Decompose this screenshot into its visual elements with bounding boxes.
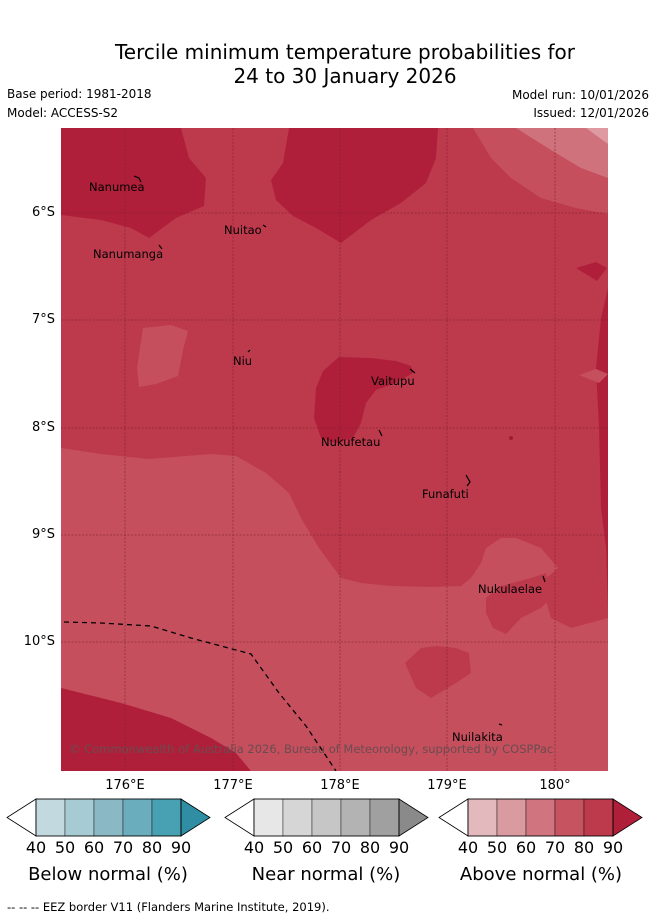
place-niu: Niu bbox=[233, 354, 253, 368]
above-tick-70: 70 bbox=[544, 838, 566, 857]
lon-label-180: 180° bbox=[539, 778, 571, 793]
below-colorbar-frame bbox=[35, 798, 182, 837]
region-above-40-50-northeast bbox=[586, 128, 608, 144]
near-colorbar-frame bbox=[253, 798, 400, 837]
place-vaitupu: Vaitupu bbox=[371, 374, 415, 388]
region-above-80-90-east-blob bbox=[576, 262, 607, 281]
above-colorbar-under-triangle bbox=[438, 798, 469, 837]
place-nuilakita: Nuilakita bbox=[452, 730, 503, 744]
gridlines bbox=[61, 128, 608, 771]
place-funafuti: Funafuti bbox=[422, 487, 469, 501]
region-above-70-80-nukulaelae bbox=[486, 573, 551, 634]
lon-label-176e: 176°E bbox=[105, 778, 145, 793]
below-colorbar-segment-2 bbox=[64, 798, 95, 837]
above-normal-title: Above normal (%) bbox=[459, 864, 623, 885]
lat-label-9s: 9°S bbox=[31, 527, 55, 542]
below-tick-60: 60 bbox=[83, 838, 105, 857]
region-above-60-70-southwest bbox=[61, 448, 608, 771]
issued-date: Issued: 12/01/2026 bbox=[533, 106, 649, 120]
lat-label-10s: 10°S bbox=[23, 634, 55, 649]
island-outlines bbox=[133, 175, 546, 726]
eez-legend-footer: -- -- -- EEZ border V11 (Flanders Marine… bbox=[7, 900, 330, 914]
above-colorbar-segment-1 bbox=[467, 798, 498, 837]
above-tick-60: 60 bbox=[515, 838, 537, 857]
region-above-60-70-east bbox=[579, 369, 608, 383]
probability-map: Nanumea Nuitao Nanumanga Niu Vaitupu Nuk… bbox=[61, 128, 608, 771]
place-nanumea: Nanumea bbox=[89, 180, 145, 194]
below-colorbar-segment-4 bbox=[122, 798, 153, 837]
region-above-70-80-south bbox=[405, 646, 471, 698]
below-tick-90: 90 bbox=[170, 838, 192, 857]
above-tick-80: 80 bbox=[573, 838, 595, 857]
lon-label-179e: 179°E bbox=[427, 778, 467, 793]
model-name: Model: ACCESS-S2 bbox=[7, 106, 119, 120]
below-colorbar-over-triangle bbox=[180, 798, 211, 837]
near-tick-50: 50 bbox=[272, 838, 294, 857]
below-tick-70: 70 bbox=[112, 838, 134, 857]
near-tick-80: 80 bbox=[359, 838, 381, 857]
map-dot bbox=[509, 436, 513, 440]
below-colorbar-under-triangle bbox=[6, 798, 37, 837]
above-tick-40: 40 bbox=[457, 838, 479, 857]
near-tick-60: 60 bbox=[301, 838, 323, 857]
below-tick-40: 40 bbox=[25, 838, 47, 857]
above-colorbar-segment-4 bbox=[554, 798, 585, 837]
region-above-80-90-northwest bbox=[61, 128, 206, 238]
near-tick-40: 40 bbox=[243, 838, 265, 857]
near-colorbar-over-triangle bbox=[398, 798, 429, 837]
above-tick-50: 50 bbox=[486, 838, 508, 857]
region-above-80-90-central bbox=[314, 357, 413, 443]
region-above-80-90-east bbox=[596, 288, 608, 608]
near-tick-90: 90 bbox=[388, 838, 410, 857]
below-normal-title: Below normal (%) bbox=[28, 864, 188, 885]
copyright-notice: © Commonwealth of Australia 2026, Bureau… bbox=[69, 742, 554, 756]
region-above-60-70-west bbox=[137, 325, 188, 387]
near-colorbar-segment-4 bbox=[340, 798, 371, 837]
region-above-80-90-south bbox=[61, 688, 251, 771]
place-nukufetau: Nukufetau bbox=[321, 435, 381, 449]
near-normal-title: Near normal (%) bbox=[251, 864, 401, 885]
map-canvas bbox=[61, 128, 608, 771]
below-tick-80: 80 bbox=[141, 838, 163, 857]
above-colorbar-segment-5 bbox=[583, 798, 614, 837]
title-line-2: 24 to 30 January 2026 bbox=[233, 64, 457, 88]
map-title: Tercile minimum temperature probabilitie… bbox=[0, 40, 655, 88]
above-tick-90: 90 bbox=[602, 838, 624, 857]
near-colorbar-segment-3 bbox=[311, 798, 342, 837]
above-colorbar-segment-2 bbox=[496, 798, 527, 837]
near-colorbar-segment-5 bbox=[369, 798, 400, 837]
lat-label-6s: 6°S bbox=[31, 205, 55, 220]
place-nukulaelae: Nukulaelae bbox=[478, 582, 543, 596]
title-line-1: Tercile minimum temperature probabilitie… bbox=[114, 40, 576, 64]
colorbars bbox=[6, 798, 643, 837]
above-colorbar-frame bbox=[467, 798, 614, 837]
lon-label-177e: 177°E bbox=[213, 778, 253, 793]
near-tick-70: 70 bbox=[330, 838, 352, 857]
model-run: Model run: 10/01/2026 bbox=[511, 88, 649, 102]
below-tick-50: 50 bbox=[54, 838, 76, 857]
below-colorbar-segment-3 bbox=[93, 798, 124, 837]
near-colorbar-under-triangle bbox=[224, 798, 255, 837]
base-period: Base period: 1981-2018 bbox=[7, 87, 152, 101]
near-colorbar-segment-2 bbox=[282, 798, 313, 837]
above-colorbar-segment-3 bbox=[525, 798, 556, 837]
place-nanumanga: Nanumanga bbox=[93, 247, 164, 261]
below-colorbar-segment-1 bbox=[35, 798, 66, 837]
near-colorbar-segment-1 bbox=[253, 798, 284, 837]
colorbar-below bbox=[6, 798, 211, 837]
eez-border-line bbox=[63, 621, 337, 771]
above-colorbar-over-triangle bbox=[612, 798, 643, 837]
colorbar-above bbox=[438, 798, 643, 837]
lat-label-7s: 7°S bbox=[31, 312, 55, 327]
lat-label-8s: 8°S bbox=[31, 420, 55, 435]
lon-label-178e: 178°E bbox=[320, 778, 360, 793]
below-colorbar-segment-5 bbox=[151, 798, 182, 837]
region-above-50-60-northeast bbox=[516, 128, 608, 178]
place-nuitao: Nuitao bbox=[224, 223, 262, 237]
colorbar-near bbox=[224, 798, 429, 837]
region-above-80-90-north bbox=[271, 128, 438, 243]
